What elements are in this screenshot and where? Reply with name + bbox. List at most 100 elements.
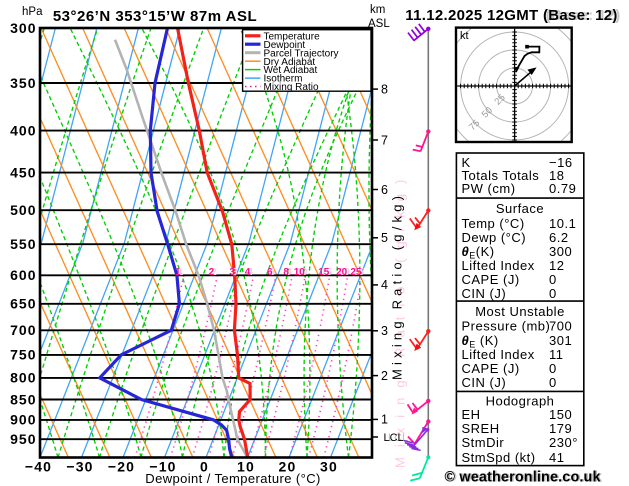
svg-text:550: 550 (10, 236, 36, 252)
svg-text:−10: −10 (149, 459, 176, 475)
svg-text:−16: −16 (549, 155, 573, 170)
svg-text:8: 8 (381, 82, 388, 96)
svg-text:1: 1 (381, 413, 388, 427)
svg-text:20: 20 (336, 267, 348, 278)
svg-text:Dewpoint: Dewpoint (264, 40, 306, 51)
svg-text:3: 3 (381, 324, 388, 338)
svg-text:850: 850 (10, 391, 36, 407)
svg-text:301: 301 (549, 333, 572, 348)
svg-text:2: 2 (211, 267, 217, 278)
svg-text:Totals Totals: Totals Totals (462, 168, 540, 183)
svg-text:10: 10 (237, 459, 255, 475)
svg-text:0: 0 (549, 286, 557, 301)
svg-text:Lifted Index: Lifted Index (462, 347, 535, 362)
svg-text:15: 15 (318, 267, 330, 278)
svg-text:0: 0 (549, 361, 557, 376)
svg-text:8: 8 (286, 267, 292, 278)
svg-text:600: 600 (10, 267, 36, 283)
svg-text:30: 30 (320, 459, 338, 475)
svg-text:400: 400 (10, 122, 36, 138)
svg-text:CIN (J): CIN (J) (462, 286, 507, 301)
svg-text:θE (K): θE (K) (462, 333, 499, 350)
svg-text:53°26’N 353°15’W 87m ASL: 53°26’N 353°15’W 87m ASL (53, 8, 257, 25)
svg-text:0: 0 (549, 272, 557, 287)
svg-text:11.12.2025 12GMT (Base: 12): 11.12.2025 12GMT (Base: 12) (405, 7, 617, 24)
svg-text:2: 2 (209, 267, 215, 278)
svg-text:25: 25 (350, 267, 362, 278)
svg-text:Isotherm: Isotherm (264, 74, 303, 85)
svg-text:ASL: ASL (368, 18, 390, 30)
svg-text:K: K (462, 155, 471, 170)
svg-text:Surface: Surface (496, 201, 544, 216)
svg-text:10: 10 (294, 267, 306, 278)
svg-text:PW (cm): PW (cm) (462, 181, 516, 196)
svg-text:−40: −40 (25, 459, 52, 475)
svg-text:EH: EH (462, 407, 481, 422)
svg-text:CAPE (J): CAPE (J) (462, 361, 520, 376)
svg-text:kt: kt (460, 30, 469, 42)
svg-text:Temp (°C): Temp (°C) (462, 216, 525, 231)
svg-text:12: 12 (549, 258, 564, 273)
svg-text:7: 7 (381, 133, 388, 147)
svg-text:20: 20 (339, 267, 351, 278)
svg-text:300: 300 (10, 20, 36, 36)
svg-text:300: 300 (549, 244, 572, 259)
svg-text:Temperature: Temperature (264, 31, 321, 42)
svg-text:LCL: LCL (388, 432, 408, 444)
svg-text:0: 0 (549, 375, 557, 390)
svg-text:hPa: hPa (22, 6, 43, 18)
svg-text:950: 950 (10, 431, 36, 447)
svg-text:© weatheronline.co.uk: © weatheronline.co.uk (445, 470, 601, 486)
svg-text:Wet Adiabat: Wet Adiabat (264, 65, 318, 76)
svg-text:4: 4 (247, 267, 253, 278)
svg-text:StmSpd (kt): StmSpd (kt) (462, 450, 536, 465)
svg-text:20: 20 (279, 459, 297, 475)
svg-text:Mixing Ratio (g/kg): Mixing Ratio (g/kg) (393, 170, 408, 468)
svg-text:8: 8 (283, 267, 289, 278)
svg-text:41: 41 (549, 450, 564, 465)
svg-text:4: 4 (381, 278, 388, 292)
svg-text:18: 18 (549, 168, 564, 183)
svg-text:Lifted Index: Lifted Index (462, 258, 535, 273)
svg-text:SREH: SREH (462, 421, 500, 436)
svg-text:15: 15 (321, 267, 333, 278)
svg-text:350: 350 (10, 75, 36, 91)
svg-text:Dry Adiabat: Dry Adiabat (264, 57, 316, 68)
svg-text:3: 3 (232, 267, 238, 278)
svg-text:Mixing Ratio: Mixing Ratio (264, 82, 319, 93)
svg-text:450: 450 (10, 164, 36, 180)
svg-text:Dewp (°C): Dewp (°C) (462, 230, 527, 245)
svg-text:CAPE (J): CAPE (J) (462, 272, 520, 287)
svg-text:−30: −30 (66, 459, 93, 475)
svg-text:10.1: 10.1 (549, 216, 576, 231)
svg-text:Mixing Ratio (g/kg): Mixing Ratio (g/kg) (390, 192, 405, 380)
svg-text:2: 2 (381, 369, 388, 383)
svg-text:179: 179 (549, 421, 572, 436)
svg-text:1: 1 (178, 267, 184, 278)
svg-text:4: 4 (245, 267, 251, 278)
svg-text:−20: −20 (108, 459, 135, 475)
svg-text:6.2: 6.2 (549, 230, 569, 245)
svg-text:5: 5 (381, 231, 388, 245)
svg-text:6: 6 (270, 267, 276, 278)
svg-text:Most Unstable: Most Unstable (475, 304, 565, 319)
svg-text:Hodograph: Hodograph (486, 394, 555, 409)
svg-text:10: 10 (296, 267, 308, 278)
svg-text:800: 800 (10, 370, 36, 386)
svg-text:900: 900 (10, 412, 36, 428)
svg-text:LCL: LCL (384, 432, 404, 444)
svg-text:700: 700 (10, 322, 36, 338)
svg-text:Parcel Trajectory: Parcel Trajectory (264, 48, 339, 59)
svg-text:650: 650 (10, 296, 36, 312)
svg-text:25: 25 (353, 267, 365, 278)
svg-text:700: 700 (549, 318, 572, 333)
svg-text:Pressure (mb): Pressure (mb) (462, 318, 551, 333)
svg-text:3: 3 (229, 267, 235, 278)
svg-text:11: 11 (549, 347, 564, 362)
svg-text:StmDir: StmDir (462, 435, 505, 450)
svg-text:© weatheronline.co.uk: © weatheronline.co.uk (446, 470, 602, 486)
svg-text:1: 1 (175, 267, 181, 278)
svg-text:6: 6 (267, 267, 273, 278)
svg-text:150: 150 (549, 407, 572, 422)
svg-text:km: km (370, 4, 385, 16)
